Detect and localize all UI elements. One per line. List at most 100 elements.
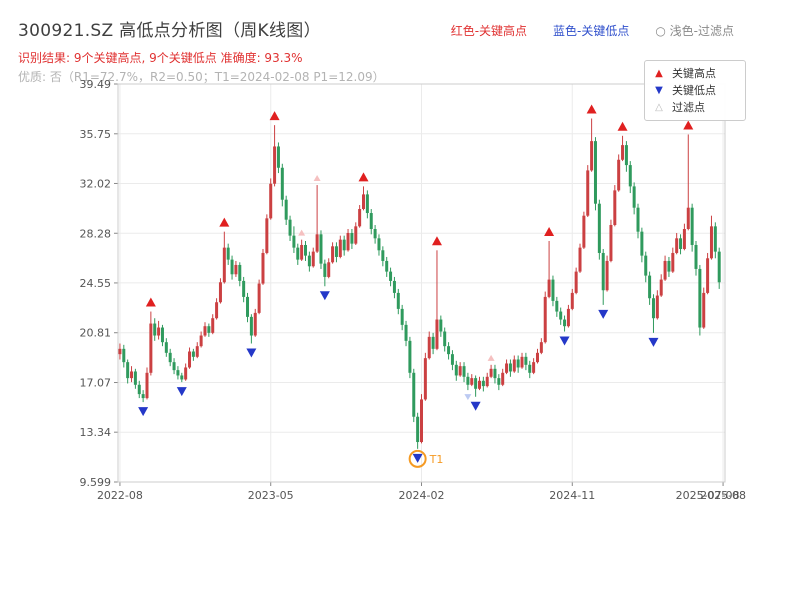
candle-body bbox=[153, 323, 157, 336]
candle-body bbox=[462, 366, 466, 377]
candle-body bbox=[481, 380, 485, 387]
candle-body bbox=[288, 219, 292, 236]
key-low-marker bbox=[138, 407, 149, 417]
candle-body bbox=[350, 232, 354, 244]
candle-body bbox=[211, 318, 215, 333]
y-tick-label: 39.49 bbox=[80, 78, 112, 91]
candle-body bbox=[126, 362, 130, 379]
x-tick-label: 2022-08 bbox=[97, 489, 143, 502]
candle-body bbox=[706, 258, 710, 293]
candle-body bbox=[338, 239, 342, 257]
candle-body bbox=[443, 331, 447, 347]
y-tick-label: 24.55 bbox=[80, 277, 112, 290]
candle-body bbox=[172, 362, 176, 371]
candle-body bbox=[319, 234, 323, 264]
candle-body bbox=[365, 194, 369, 214]
legend-item-label: 过滤点 bbox=[672, 101, 705, 114]
candle-body bbox=[613, 190, 617, 226]
candle-body bbox=[307, 255, 311, 267]
candle-body bbox=[655, 295, 659, 319]
filtered-point-marker bbox=[298, 229, 306, 236]
candle-body bbox=[632, 186, 636, 208]
candle-body bbox=[605, 260, 609, 291]
candle-body bbox=[369, 213, 373, 230]
candle-body bbox=[249, 316, 253, 336]
candle-body bbox=[686, 207, 690, 230]
candle-body bbox=[292, 235, 296, 248]
candle-body bbox=[624, 145, 628, 166]
candle-body bbox=[621, 145, 625, 160]
y-tick-label: 32.02 bbox=[80, 177, 112, 190]
candle-body bbox=[497, 378, 501, 385]
key-low-marker bbox=[176, 387, 187, 397]
candle-body bbox=[640, 231, 644, 256]
candle-body bbox=[226, 247, 230, 260]
candle-body bbox=[199, 335, 203, 347]
candle-body bbox=[230, 259, 234, 275]
candle-body bbox=[578, 247, 582, 272]
candle-body bbox=[265, 218, 269, 253]
candle-body bbox=[551, 279, 555, 301]
candle-body bbox=[180, 375, 184, 380]
candle-body bbox=[118, 348, 122, 355]
candle-body bbox=[690, 207, 694, 245]
candle-body bbox=[609, 225, 613, 261]
t1-label: T1 bbox=[429, 453, 444, 466]
candle-body bbox=[682, 229, 686, 249]
key-high-triangle-icon: ▲ bbox=[655, 68, 663, 79]
candle-body bbox=[246, 296, 250, 317]
candle-body bbox=[315, 234, 319, 252]
candle-body bbox=[528, 364, 532, 373]
key-low-marker bbox=[412, 453, 423, 463]
y-tick-label: 35.75 bbox=[80, 128, 112, 141]
candle-body bbox=[261, 252, 265, 284]
candle-body bbox=[586, 170, 590, 216]
candles-layer bbox=[118, 118, 721, 449]
key-high-marker bbox=[269, 111, 280, 121]
candle-body bbox=[253, 312, 257, 336]
inline-legend-key-low: 蓝色-关键低点 bbox=[553, 24, 630, 38]
legend-item-label: 关键低点 bbox=[672, 84, 716, 97]
candle-body bbox=[427, 336, 431, 359]
candle-body bbox=[331, 246, 335, 263]
key-low-marker bbox=[598, 309, 609, 319]
candle-body bbox=[520, 356, 524, 368]
key-low-triangle-icon: ▼ bbox=[655, 85, 663, 96]
candle-body bbox=[709, 226, 713, 259]
candle-body bbox=[516, 359, 520, 368]
candle-body bbox=[493, 368, 497, 379]
candle-body bbox=[679, 238, 683, 249]
filtered-point-marker bbox=[464, 394, 472, 401]
candle-body bbox=[644, 255, 648, 276]
candle-body bbox=[218, 282, 222, 303]
candle-body bbox=[311, 251, 315, 267]
candle-body bbox=[323, 263, 327, 277]
candle-body bbox=[327, 262, 331, 277]
candle-body bbox=[130, 371, 134, 379]
filtered-point-marker bbox=[313, 175, 321, 182]
chart-legend-box: ▲ 关键高点 ▼ 关键低点 △ 过滤点 bbox=[644, 60, 746, 121]
candle-body bbox=[191, 351, 195, 357]
candle-body bbox=[304, 244, 308, 256]
candle-body bbox=[555, 300, 559, 312]
inline-legend: 红色-关键高点 蓝色-关键低点 ○ 浅色-过滤点 bbox=[451, 22, 734, 39]
candle-body bbox=[698, 268, 702, 328]
candle-body bbox=[524, 356, 528, 365]
candle-body bbox=[648, 275, 652, 299]
candle-body bbox=[385, 260, 389, 272]
candle-body bbox=[539, 342, 543, 353]
candle-body bbox=[184, 367, 188, 380]
candle-body bbox=[636, 207, 640, 232]
candle-body bbox=[160, 327, 164, 343]
candle-body bbox=[145, 372, 149, 399]
candle-body bbox=[188, 351, 192, 368]
legend-item-label: 关键高点 bbox=[672, 67, 716, 80]
candle-body bbox=[300, 244, 304, 260]
candle-body bbox=[164, 342, 168, 353]
key-high-marker bbox=[145, 297, 156, 307]
y-tick-label: 13.34 bbox=[80, 426, 112, 439]
candle-body bbox=[717, 251, 721, 283]
candle-body bbox=[400, 308, 404, 325]
